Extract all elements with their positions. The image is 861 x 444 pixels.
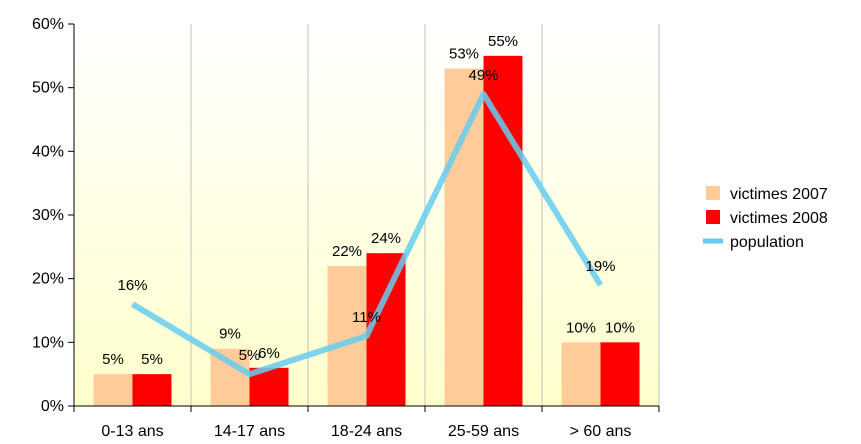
y-tick-label: 60% bbox=[32, 16, 64, 33]
legend-label: victimes 2007 bbox=[730, 186, 828, 203]
y-tick-label: 50% bbox=[32, 80, 64, 97]
bar bbox=[210, 348, 250, 406]
data-label: 11% bbox=[352, 309, 381, 326]
y-tick-label: 0% bbox=[41, 398, 64, 415]
legend: victimes 2007 victimes 2008 population bbox=[703, 186, 828, 251]
y-tick-label: 40% bbox=[32, 143, 64, 160]
data-labels: 5%9%22%53%10%5% 6%24%55%10%16%5%11%49%19% bbox=[102, 33, 635, 368]
y-tick-label: 10% bbox=[32, 334, 64, 351]
y-tick-label: 30% bbox=[32, 207, 64, 224]
bar bbox=[93, 374, 133, 406]
bar bbox=[483, 55, 523, 406]
data-label: 10% bbox=[566, 319, 596, 336]
x-tick-label: 14-17 ans bbox=[214, 423, 285, 440]
data-label: 5% bbox=[141, 351, 163, 368]
bar bbox=[444, 68, 484, 407]
data-label: 6% bbox=[258, 345, 280, 362]
data-label: 22% bbox=[332, 243, 362, 260]
data-label: 49% bbox=[468, 67, 498, 84]
data-label: 55% bbox=[488, 33, 518, 50]
legend-swatch bbox=[706, 210, 720, 224]
legend-label: victimes 2008 bbox=[730, 210, 828, 227]
bars bbox=[93, 55, 640, 407]
data-label: 5% bbox=[102, 351, 124, 368]
bar bbox=[132, 374, 172, 406]
data-label: 9% bbox=[219, 326, 241, 343]
population-line-path bbox=[130, 91, 604, 378]
data-label: 24% bbox=[371, 230, 401, 247]
axes: 0% 10% 20% 30% 40% 50% 60% 0-13 ans 14-17 ans 18-… bbox=[32, 16, 660, 440]
data-label: 10% bbox=[605, 319, 635, 336]
x-tick-label: 0-13 ans bbox=[101, 423, 163, 440]
bar bbox=[600, 342, 640, 406]
x-tick-label: > 60 ans bbox=[570, 423, 632, 440]
x-tick-label: 25-59 ans bbox=[448, 423, 519, 440]
bar bbox=[561, 342, 601, 406]
data-label: 16% bbox=[117, 277, 147, 294]
legend-label: population bbox=[730, 234, 804, 251]
x-tick-label: 18-24 ans bbox=[331, 423, 402, 440]
data-label: 5% bbox=[239, 347, 261, 364]
data-label: 19% bbox=[585, 258, 615, 275]
bar bbox=[366, 253, 406, 406]
data-label: 53% bbox=[449, 46, 479, 63]
y-tick-label: 20% bbox=[32, 271, 64, 288]
population-line bbox=[130, 91, 604, 378]
legend-swatch bbox=[706, 186, 720, 200]
